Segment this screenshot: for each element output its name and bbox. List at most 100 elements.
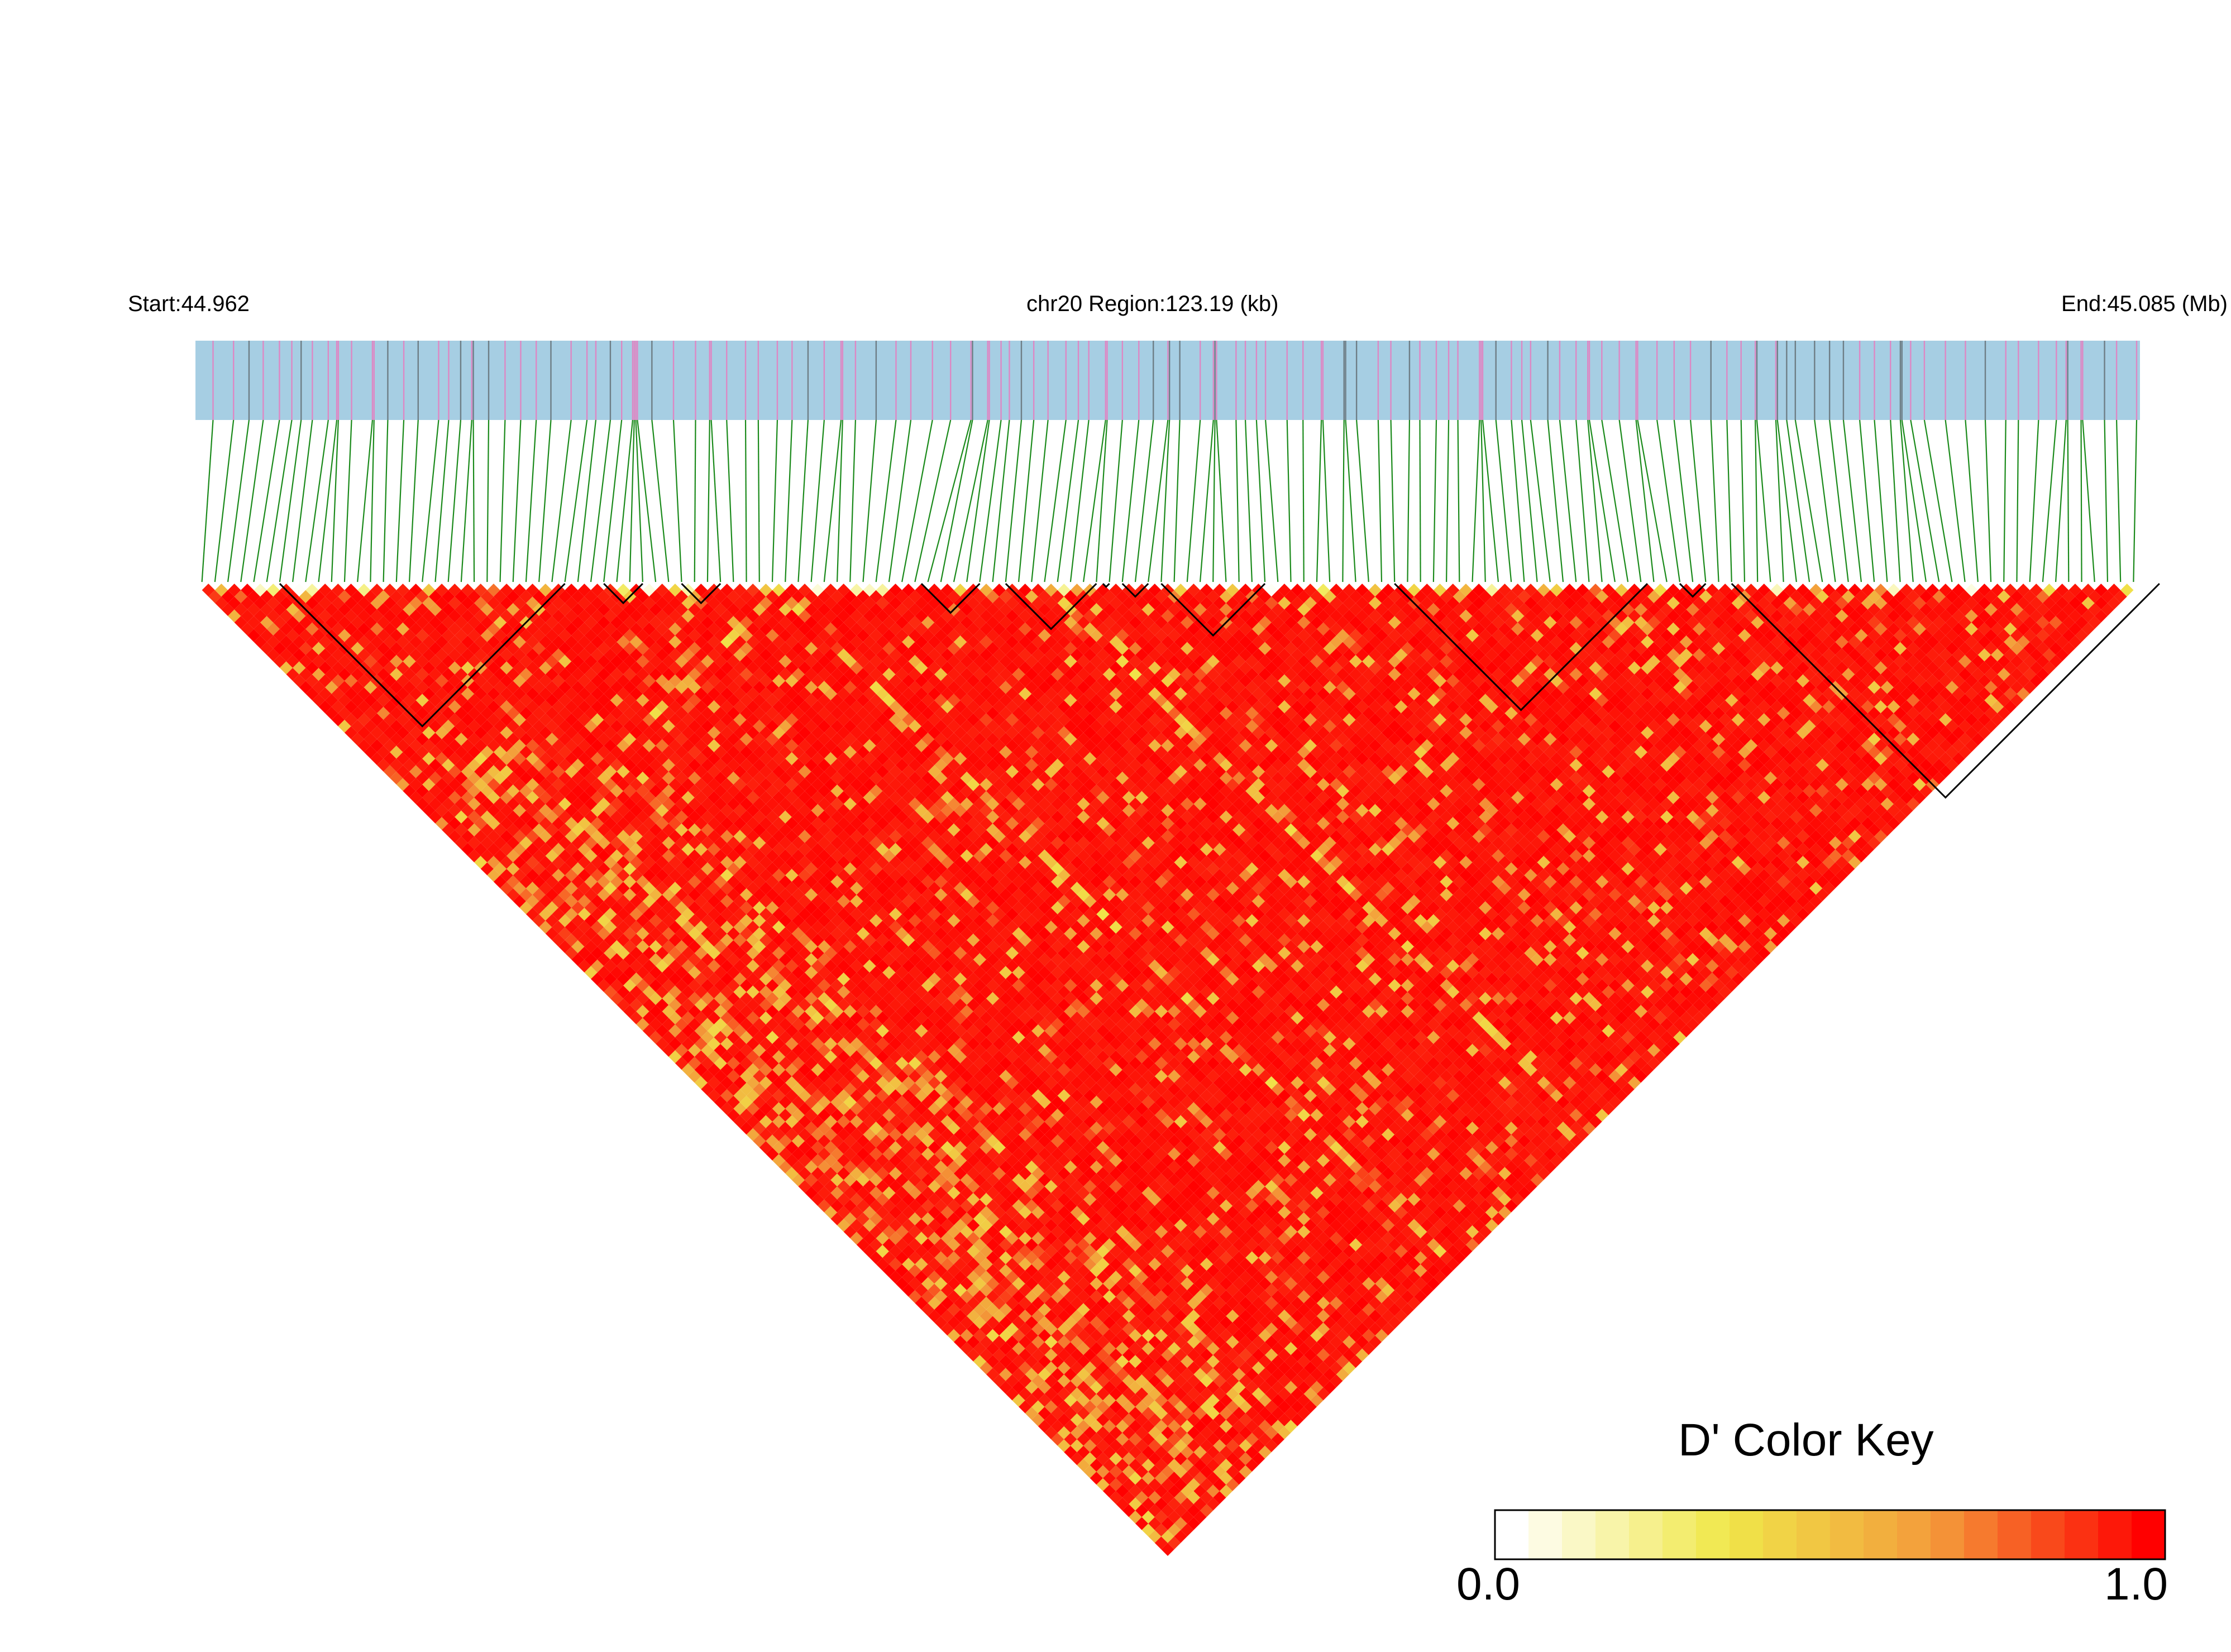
- snp-connector: [1560, 420, 1576, 582]
- snp-connector: [591, 420, 610, 582]
- snp-connector: [280, 420, 301, 582]
- snp-connector: [1434, 420, 1436, 582]
- snp-connector: [1874, 420, 1887, 582]
- snp-connector: [1317, 420, 1321, 582]
- snp-connector: [772, 420, 777, 582]
- snp-connector: [319, 420, 337, 582]
- snp-connector: [500, 420, 505, 582]
- snp-connector: [2017, 420, 2018, 582]
- snp-connector: [2133, 420, 2137, 582]
- snp-connector: [1637, 420, 1666, 582]
- snp-connector: [1044, 420, 1066, 582]
- snp-connector: [1588, 420, 1602, 582]
- snp-connector: [1265, 420, 1278, 582]
- snp-connector: [1213, 420, 1215, 582]
- snp-connector: [1576, 420, 1589, 582]
- snp-connector: [370, 420, 374, 582]
- snp-connector: [448, 420, 461, 582]
- snp-connector: [1356, 420, 1369, 582]
- snp-connector: [1446, 420, 1449, 582]
- snp-connector: [1755, 420, 1757, 582]
- snp-connector: [785, 420, 792, 582]
- snp-connector: [396, 420, 404, 582]
- snp-connector: [1602, 420, 1628, 582]
- snp-connector: [1378, 420, 1382, 582]
- snp-connector: [1741, 420, 1745, 582]
- snp-connector: [1216, 420, 1226, 582]
- snp-connector: [461, 420, 472, 582]
- snp-connector: [746, 420, 747, 582]
- snp-connector: [2082, 420, 2094, 582]
- snp-connector: [202, 420, 213, 582]
- snp-connector: [758, 420, 759, 582]
- snp-connector: [889, 420, 911, 582]
- snp-connector: [1900, 420, 1913, 582]
- snp-connector: [1473, 420, 1480, 582]
- snp-connector: [357, 420, 372, 582]
- snp-connector: [652, 420, 668, 582]
- snp-connector: [1343, 420, 1344, 582]
- snp-connector: [1407, 420, 1409, 582]
- snp-connector: [1458, 420, 1460, 582]
- snp-connector: [1174, 420, 1180, 582]
- snp-connector: [1965, 420, 1977, 582]
- snp-connector: [636, 420, 643, 582]
- snp-connector: [1727, 420, 1731, 582]
- snp-connector: [1071, 420, 1089, 582]
- snp-connector: [1548, 420, 1563, 582]
- snp-connector: [1110, 420, 1122, 582]
- snp-connector: [1496, 420, 1511, 582]
- snp-connector: [1031, 420, 1048, 582]
- snp-connector: [422, 420, 438, 582]
- snp-connector: [2056, 420, 2066, 582]
- snp-connector: [1236, 420, 1239, 582]
- snp-connector: [1245, 420, 1252, 582]
- snp-connector: [2068, 420, 2069, 582]
- snp-connector: [1711, 420, 1719, 582]
- snp-connector: [673, 420, 681, 582]
- snp-connector: [578, 420, 596, 582]
- ld-heatmap: [202, 584, 2134, 1556]
- snp-connector: [863, 420, 876, 582]
- snp-connector: [2030, 420, 2039, 582]
- snp-connector: [727, 420, 733, 582]
- snp-connector: [1187, 420, 1200, 582]
- snp-connector: [435, 420, 448, 582]
- snp-connector: [332, 420, 338, 582]
- snp-connector: [1589, 420, 1615, 582]
- snp-connector: [345, 420, 352, 582]
- snp-connector: [1531, 420, 1550, 582]
- snp-connector: [1522, 420, 1537, 582]
- snp-connector: [637, 420, 656, 582]
- snp-connector: [1636, 420, 1654, 582]
- snp-connector: [711, 420, 721, 582]
- snp-connector-lines: [202, 420, 2137, 582]
- snp-connector: [1890, 420, 1900, 582]
- snp-connector: [474, 420, 475, 582]
- snp-connector: [1019, 420, 1034, 582]
- snp-connector: [1200, 420, 1214, 582]
- snp-connector: [254, 420, 279, 582]
- snp-connector: [1511, 420, 1524, 582]
- snp-connector: [1058, 420, 1078, 582]
- snp-connector: [993, 420, 1010, 582]
- snp-connector: [409, 420, 418, 582]
- snp-connector: [267, 420, 292, 582]
- snp-connector: [1910, 420, 1939, 582]
- snp-connector: [1346, 420, 1356, 582]
- snp-connector: [2117, 420, 2120, 582]
- snp-connector: [695, 420, 696, 582]
- snp-connector: [1985, 420, 1991, 582]
- snp-connector: [487, 420, 489, 582]
- snp-connector: [798, 420, 808, 582]
- snp-connector: [1287, 420, 1291, 582]
- snp-connector: [1122, 420, 1139, 582]
- snp-connector: [2004, 420, 2005, 582]
- snp-connector: [513, 420, 521, 582]
- snp-connector: [1619, 420, 1641, 582]
- snp-connector: [1757, 420, 1770, 582]
- snp-connector: [539, 420, 551, 582]
- snp-connector: [2043, 420, 2056, 582]
